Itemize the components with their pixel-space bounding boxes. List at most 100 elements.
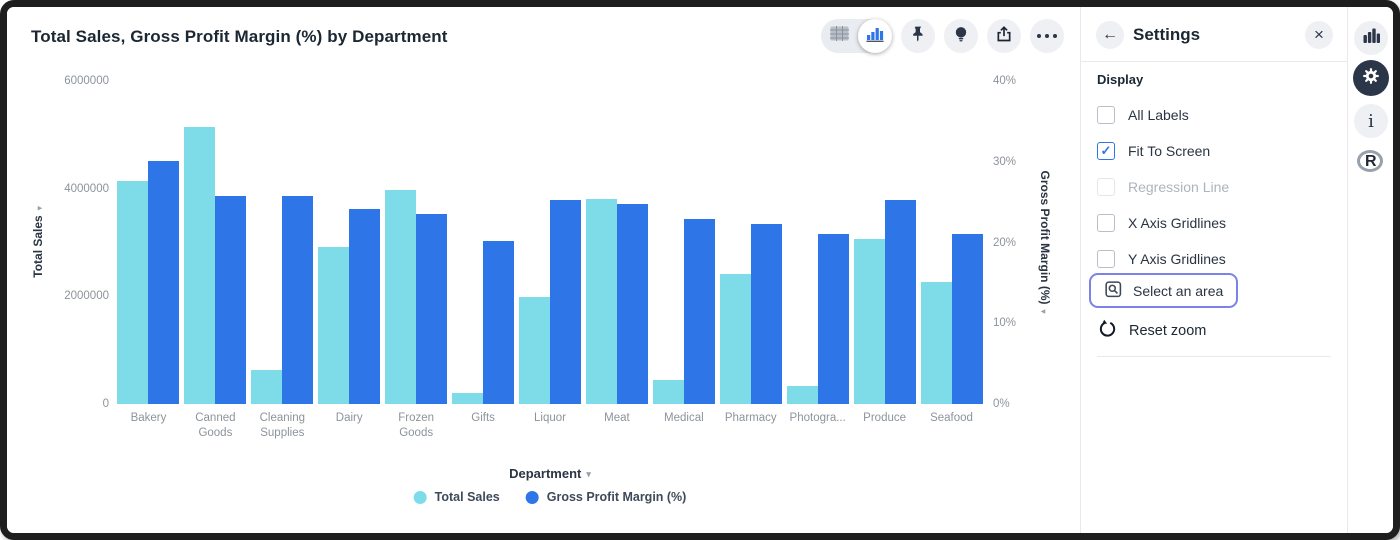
- checkbox-label: Fit To Screen: [1128, 143, 1211, 159]
- reset-zoom-icon: [1098, 319, 1117, 342]
- table-view-button[interactable]: [821, 19, 858, 53]
- explain-button[interactable]: [944, 19, 978, 53]
- right-axis-ticks: 40% 30% 20% 10% 0%: [993, 75, 1037, 410]
- bar-gross-profit-margin[interactable]: [349, 209, 381, 404]
- bar-total-sales[interactable]: [318, 246, 350, 404]
- bar-total-sales[interactable]: [251, 370, 283, 404]
- bar-group: [249, 81, 316, 404]
- checkbox-row-regression-line: Regression Line: [1097, 169, 1332, 205]
- settings-title: Settings: [1133, 25, 1201, 44]
- checkbox-row-x-axis-gridlines[interactable]: X Axis Gridlines: [1097, 205, 1332, 241]
- bar-total-sales[interactable]: [719, 274, 751, 404]
- back-button[interactable]: ←: [1096, 21, 1124, 49]
- bar-gross-profit-margin[interactable]: [483, 240, 515, 404]
- bar-gross-profit-margin[interactable]: [951, 234, 983, 404]
- plot-area: [115, 81, 985, 404]
- bar-group: [450, 81, 517, 404]
- checkbox-unchecked[interactable]: [1097, 250, 1115, 268]
- bar-total-sales[interactable]: [184, 126, 216, 404]
- bar-group: [182, 81, 249, 404]
- lightbulb-icon: [951, 24, 971, 49]
- bar-gross-profit-margin[interactable]: [549, 199, 581, 404]
- bar-gross-profit-margin[interactable]: [750, 223, 782, 404]
- y-tick-label: 30%: [993, 155, 1017, 168]
- y-tick-label: 0: [102, 398, 109, 410]
- checkbox-row-y-axis-gridlines[interactable]: Y Axis Gridlines: [1097, 241, 1332, 277]
- more-options-button[interactable]: [1030, 19, 1064, 53]
- rail-info-button[interactable]: i: [1354, 104, 1388, 138]
- checkbox-row-fit-to-screen[interactable]: ✓ Fit To Screen: [1097, 133, 1332, 169]
- y-tick-label: 10%: [993, 317, 1017, 330]
- left-axis-title[interactable]: Total Sales▾: [31, 206, 45, 278]
- bar-gross-profit-margin[interactable]: [683, 219, 715, 404]
- checkbox-unchecked[interactable]: [1097, 214, 1115, 232]
- bar-gross-profit-margin[interactable]: [282, 195, 314, 404]
- chart-toolbar: [821, 19, 1064, 53]
- pin-button[interactable]: [901, 19, 935, 53]
- checkbox-checked[interactable]: ✓: [1097, 142, 1115, 160]
- right-axis-title[interactable]: Gross Profit Margin (%)▾: [1038, 170, 1052, 314]
- select-area-button[interactable]: Select an area: [1089, 273, 1239, 308]
- back-arrow-icon: ←: [1102, 26, 1118, 43]
- bar-group: [851, 81, 918, 404]
- x-tick-label: Dairy: [335, 412, 363, 424]
- bar-group: [918, 81, 985, 404]
- legend-item[interactable]: Gross Profit Margin (%): [525, 490, 687, 504]
- rail-settings-button[interactable]: [1353, 60, 1389, 96]
- bar-gross-profit-margin[interactable]: [215, 195, 247, 404]
- bar-total-sales[interactable]: [786, 386, 818, 404]
- checkbox-label: All Labels: [1128, 107, 1189, 123]
- bar-group: [717, 81, 784, 404]
- close-icon: ×: [1314, 25, 1324, 44]
- bar-gross-profit-margin[interactable]: [148, 160, 180, 404]
- bar-total-sales[interactable]: [452, 393, 484, 404]
- rail-r-button[interactable]: R: [1354, 146, 1388, 180]
- x-tick-label: Seafood: [930, 412, 973, 424]
- r-logo-icon: R: [1357, 150, 1385, 176]
- bar-total-sales[interactable]: [117, 181, 149, 404]
- bar-group: [316, 81, 383, 404]
- x-tick-label: Canned Goods: [195, 412, 236, 439]
- x-tick-label: Frozen Goods: [398, 412, 435, 439]
- legend-label: Gross Profit Margin (%): [546, 490, 687, 504]
- legend-item[interactable]: Total Sales: [413, 490, 500, 504]
- display-section-label: Display: [1097, 72, 1144, 87]
- bar-total-sales[interactable]: [585, 198, 617, 404]
- bar-total-sales[interactable]: [920, 281, 952, 404]
- checkbox-row-all-labels[interactable]: All Labels: [1097, 97, 1332, 133]
- x-tick-label: Pharmacy: [724, 412, 777, 424]
- reset-zoom-button[interactable]: Reset zoom: [1098, 319, 1206, 342]
- x-tick-label: Meat: [604, 412, 630, 424]
- y-tick-label: 0%: [993, 398, 1010, 410]
- y-tick-label: 6000000: [64, 75, 109, 87]
- gear-icon: [1360, 65, 1382, 92]
- bar-chart-icon: [866, 26, 884, 47]
- pin-icon: [908, 24, 928, 49]
- bar-group: [650, 81, 717, 404]
- x-tick-label: Cleaning Supplies: [259, 412, 305, 439]
- chart-legend: Total Sales Gross Profit Margin (%): [413, 490, 687, 504]
- bar-group: [784, 81, 851, 404]
- checkbox-unchecked[interactable]: [1097, 106, 1115, 124]
- bar-gross-profit-margin[interactable]: [817, 233, 849, 404]
- checkbox-label: Regression Line: [1128, 179, 1230, 195]
- bar-total-sales[interactable]: [652, 379, 684, 404]
- x-axis-title[interactable]: Department ▾: [509, 466, 591, 481]
- y-tick-label: 4000000: [64, 182, 109, 195]
- legend-dot-icon: [525, 490, 539, 504]
- rail-chart-button[interactable]: [1354, 21, 1388, 55]
- export-button[interactable]: [987, 19, 1021, 53]
- bar-group: [517, 81, 584, 404]
- chart-view-button[interactable]: [858, 19, 892, 53]
- y-tick-label: 20%: [993, 236, 1017, 249]
- bar-total-sales[interactable]: [385, 190, 417, 404]
- chart-title: Total Sales, Gross Profit Margin (%) by …: [31, 27, 448, 46]
- bar-total-sales[interactable]: [853, 239, 885, 404]
- bar-gross-profit-margin[interactable]: [884, 199, 916, 404]
- info-icon: i: [1368, 110, 1374, 132]
- close-button[interactable]: ×: [1305, 21, 1333, 49]
- bar-total-sales[interactable]: [518, 296, 550, 404]
- bar-gross-profit-margin[interactable]: [416, 214, 448, 404]
- checkbox-unchecked: [1097, 178, 1115, 196]
- bar-gross-profit-margin[interactable]: [616, 203, 648, 404]
